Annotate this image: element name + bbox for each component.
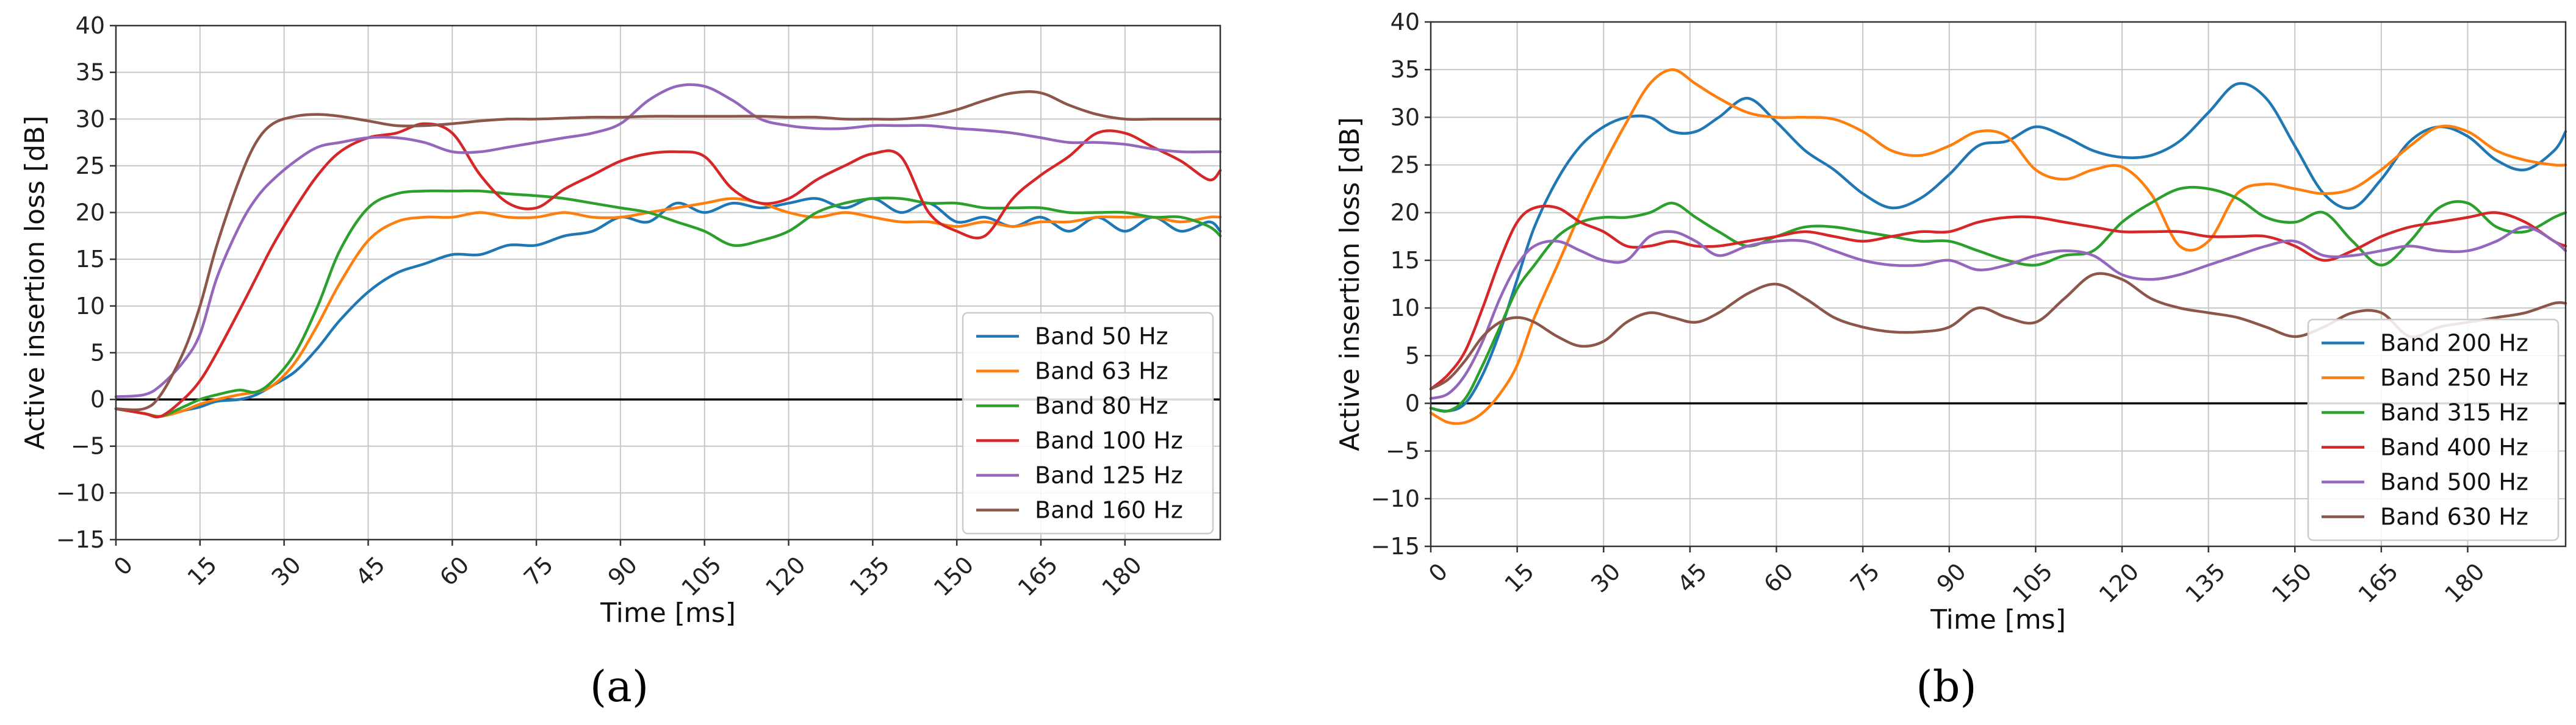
y-tick-label: −15: [56, 526, 105, 553]
legend-entry: Band 315 Hz: [2380, 399, 2528, 426]
legend-entry: Band 100 Hz: [1035, 427, 1183, 454]
y-tick-label: −10: [56, 479, 105, 506]
y-tick-label: −5: [71, 433, 105, 460]
panel-label: (b): [1916, 662, 1976, 712]
legend-entry: Band 630 Hz: [2380, 504, 2528, 530]
legend-box: [2307, 318, 2560, 541]
y-tick-label: 5: [90, 339, 105, 366]
legend-entry: Band 200 Hz: [2380, 330, 2528, 357]
series-lines: [114, 83, 1222, 419]
legend-entry: Band 125 Hz: [1035, 462, 1183, 489]
y-tick-label: 20: [1391, 199, 1420, 226]
y-tick-label: 30: [1391, 104, 1420, 130]
y-tick-label: 10: [76, 293, 105, 320]
series-line-band-400-hz: [1429, 204, 2567, 391]
legend-entry: Band 500 Hz: [2380, 469, 2528, 496]
y-tick-label: 40: [76, 12, 105, 39]
y-tick-label: 10: [1391, 295, 1420, 321]
legend: Band 200 Hz Band 250 Hz Band 315 Hz Band 40…: [2307, 318, 2560, 541]
panel-label: (a): [590, 662, 649, 712]
y-tick-label: 15: [1391, 247, 1420, 274]
series-line-band-80-hz: [114, 189, 1222, 418]
legend-entry: Band 250 Hz: [2380, 365, 2528, 391]
y-tick-label: −5: [1386, 438, 1420, 465]
y-tick-label: −10: [1371, 485, 1420, 512]
legend-box: [962, 312, 1214, 535]
series-line-band-630-hz: [1429, 272, 2567, 391]
y-tick-label: 25: [1391, 152, 1420, 179]
y-tick-label: −15: [1371, 533, 1420, 560]
plot-frame: [115, 24, 1221, 541]
legend-entry: Band 63 Hz: [1035, 358, 1168, 385]
legend-entry: Band 80 Hz: [1035, 393, 1168, 420]
y-tick-labels: −15 −10 −5 0 5 10 15 20 25 30 35 40: [1371, 9, 1431, 560]
y-tick-label: 5: [1405, 342, 1420, 369]
legend-entry: Band 50 Hz: [1035, 323, 1168, 350]
y-axis-label: Active insertion loss [dB]: [20, 116, 51, 450]
y-tick-label: 20: [76, 199, 105, 226]
x-axis-label: Time [ms]: [600, 598, 736, 629]
legend-entry: Band 400 Hz: [2380, 434, 2528, 461]
series-line-band-500-hz: [1429, 225, 2567, 400]
y-tick-label: 0: [90, 386, 105, 413]
y-tick-label: 15: [76, 246, 105, 273]
series-line-band-250-hz: [1429, 68, 2567, 425]
series-line-band-125-hz: [114, 83, 1222, 398]
plot-frame: [1430, 21, 2567, 548]
series-line-band-100-hz: [114, 122, 1222, 419]
series-line-band-200-hz: [1429, 82, 2567, 413]
series-line-band-50-hz: [114, 197, 1222, 418]
y-tick-label: 40: [1391, 9, 1420, 35]
series-lines: [1429, 68, 2567, 425]
y-tick-label: 30: [76, 105, 105, 132]
y-tick-labels: −15 −10 −5 0 5 10 15 20 25 30 35 40: [56, 12, 116, 553]
y-axis-label: Active insertion loss [dB]: [1334, 117, 1365, 451]
legend: Band 50 Hz Band 63 Hz Band 80 Hz Band 100 H…: [962, 312, 1214, 535]
legend-entry: Band 160 Hz: [1035, 497, 1183, 524]
series-line-band-160-hz: [114, 90, 1222, 412]
y-tick-label: 35: [1391, 56, 1420, 83]
y-tick-label: 25: [76, 152, 105, 179]
x-axis-label: Time [ms]: [1930, 604, 2066, 635]
series-line-band-315-hz: [1429, 185, 2567, 413]
y-tick-label: 35: [76, 59, 105, 86]
y-tick-label: 0: [1405, 390, 1420, 416]
